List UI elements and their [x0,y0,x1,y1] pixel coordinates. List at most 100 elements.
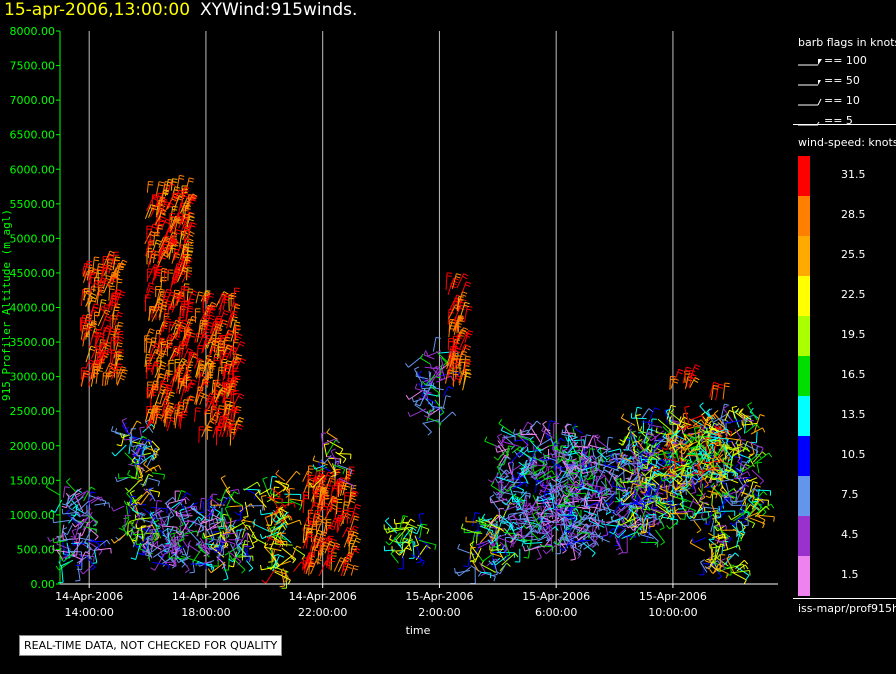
wind-barb [140,518,156,524]
wind-barb-flag [115,328,121,330]
wind-barb [326,439,344,450]
wind-barb-flag [153,383,159,386]
wind-barb-flag [178,294,184,297]
wind-barb-flag [100,302,106,304]
wind-barb [113,312,119,326]
wind-barb [414,535,420,546]
wind-barb [479,562,487,574]
wind-barb [241,544,244,561]
wind-barb-flag [308,564,314,568]
wind-barb [126,493,135,502]
wind-barb-flag [208,321,214,325]
wind-barb [141,543,146,555]
wind-barb [171,253,176,264]
wind-barb-flag [187,396,193,399]
wind-barb [521,421,529,433]
wind-barb-flag [458,315,464,317]
wind-barb-flag [316,485,322,489]
wind-barb-flag [176,263,182,266]
wind-barb [274,501,293,504]
wind-barb-flag [223,513,229,516]
wind-barb-flag [453,352,459,355]
wind-barb [236,544,247,556]
wind-barb-flag [117,338,123,342]
wind-barb-flag [162,326,168,330]
wind-barb [218,293,223,304]
wind-barb-flag [185,496,190,501]
wind-barb-flag [164,542,170,545]
wind-barb-flag [189,571,195,574]
wind-barb [229,424,233,436]
wind-barb-flag [111,279,116,283]
wind-barb [494,521,498,538]
wind-barb [144,409,150,422]
wind-barb-flag [456,273,462,276]
wind-barb [351,504,357,520]
wind-barb-flag [570,535,576,537]
wind-barb-flag [228,380,234,383]
wind-barb-flag [172,496,177,502]
wind-barb-flag [97,266,104,269]
wind-barb [84,540,92,550]
wind-barb [192,560,195,573]
wind-barb-flag [551,452,557,456]
wind-barb-flag [102,282,109,285]
wind-barb-flag [463,346,469,350]
wind-barb-flag [354,540,360,544]
wind-barb-flag [560,437,565,442]
wind-barb-flag [66,509,71,514]
wind-barb [158,512,164,530]
wind-barb [504,483,513,494]
wind-barb-flag [347,553,353,556]
wind-barb-flag [175,231,181,235]
wind-barb [467,556,471,567]
wind-barb-flag [87,313,93,317]
wind-barb [115,322,119,333]
wind-barb-flag [200,324,206,327]
wind-barb [233,420,237,436]
wind-barb [174,534,189,539]
wind-barb-flag [254,491,260,495]
wind-barb-flag [104,307,110,309]
wind-barb-flag [483,523,487,529]
wind-barb-flag [197,360,203,364]
wind-barb [350,565,355,576]
wind-barb-flag [225,403,231,406]
wind-barb [164,496,174,505]
wind-barb-flag [151,252,157,255]
wind-barb [254,494,267,508]
wind-barb [482,572,496,577]
wind-barb-flag [484,436,488,442]
wind-barb [89,495,107,502]
wind-barb-flag [185,258,191,262]
wind-barb [281,547,297,560]
wind-barb-flag [184,378,191,381]
wind-barb-flag [149,233,155,237]
wind-barb [130,527,137,538]
wind-barb-flag [334,517,340,521]
wind-barb-flag [284,578,290,582]
wind-barb-flag [312,546,318,549]
wind-barb [194,332,198,344]
wind-barb-flag [218,391,224,395]
wind-barb-flag [129,436,132,442]
wind-barb-flag [544,454,550,457]
wind-barb [209,341,214,354]
wind-barb-flag [207,400,213,404]
wind-barb-flag [245,524,251,528]
wind-barb-flag [385,541,390,546]
wind-barb [230,391,233,403]
wind-barb-flag [283,573,287,579]
wind-barb-flag [227,344,233,348]
wind-barb-flag [279,554,285,558]
wind-barb [539,493,552,502]
wind-barb [80,370,85,387]
wind-barb-flag [190,318,196,322]
wind-barb-flag [109,330,115,334]
wind-barb-flag [506,562,511,567]
wind-barb-flag [465,334,471,338]
wind-barb [61,541,67,559]
wind-barb-flag [140,483,146,486]
wind-barb-flag [630,519,635,525]
wind-barb-flag [345,485,351,488]
